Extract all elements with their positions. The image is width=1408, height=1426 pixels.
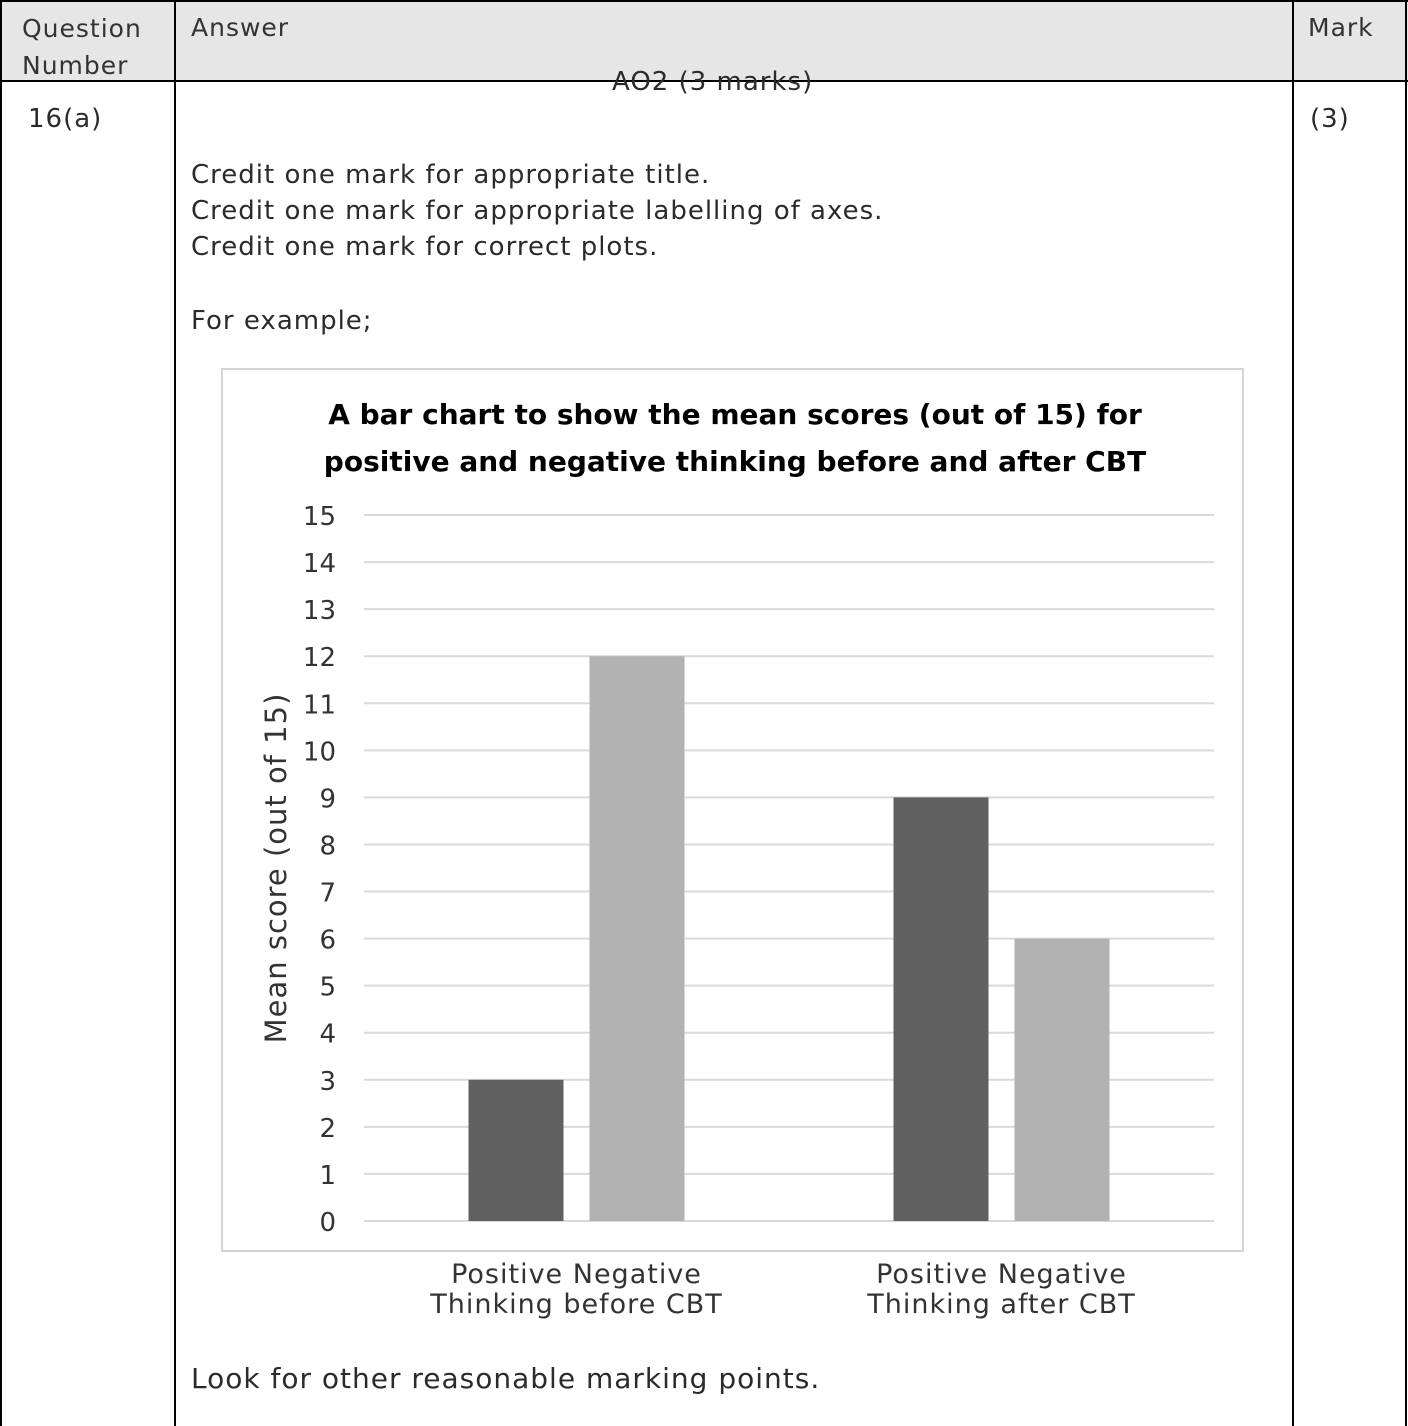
y-tick-label: 4 <box>319 1020 336 1050</box>
table-header-divider <box>0 80 1408 82</box>
mark-value: (3) <box>1310 104 1350 134</box>
footer-note: Look for other reasonable marking points… <box>191 1362 821 1395</box>
example-label: For example; <box>191 306 373 336</box>
x-tick-label: Positive Negative <box>451 1259 702 1290</box>
chart-title-line: A bar chart to show the mean scores (out… <box>328 398 1142 431</box>
column-divider-1 <box>174 0 176 1426</box>
y-tick-label: 2 <box>319 1114 336 1144</box>
y-tick-label: 12 <box>303 643 336 673</box>
y-tick-label: 13 <box>303 596 336 626</box>
y-tick-label: 0 <box>319 1208 336 1238</box>
y-tick-label: 10 <box>303 737 336 767</box>
credit-title: Credit one mark for appropriate title. <box>191 160 711 190</box>
question-number: 16(a) <box>28 104 103 134</box>
header-answer: Answer <box>191 13 290 42</box>
table-top-border <box>0 0 1408 2</box>
y-tick-label: 1 <box>319 1161 336 1191</box>
y-axis-label: Mean score (out of 15) <box>259 693 293 1044</box>
table-header-background <box>0 0 1408 80</box>
header-question-number: Question Number <box>22 14 142 80</box>
y-tick-label: 8 <box>319 831 336 861</box>
table-right-border <box>1405 0 1407 1426</box>
bar <box>1014 938 1110 1221</box>
credit-plots: Credit one mark for correct plots. <box>191 232 659 262</box>
credit-axes: Credit one mark for appropriate labellin… <box>191 196 884 226</box>
y-tick-label: 14 <box>303 549 336 579</box>
y-tick-label: 15 <box>303 502 336 532</box>
y-tick-label: 11 <box>303 690 336 720</box>
bar <box>589 656 685 1221</box>
y-tick-label: 7 <box>319 879 336 909</box>
bar <box>468 1079 564 1221</box>
column-divider-2 <box>1292 0 1294 1426</box>
y-tick-label: 6 <box>319 926 336 956</box>
x-tick-label: Positive Negative <box>876 1259 1127 1290</box>
bar <box>893 797 989 1221</box>
y-tick-label: 9 <box>319 784 336 814</box>
assessment-objective: AO2 (3 marks) <box>612 67 814 97</box>
chart-title-line: positive and negative thinking before an… <box>324 445 1146 478</box>
y-tick-label: 3 <box>319 1067 336 1097</box>
x-tick-label: Thinking before CBT <box>429 1289 723 1320</box>
x-tick-label: Thinking after CBT <box>866 1289 1136 1320</box>
y-tick-label: 5 <box>319 973 336 1003</box>
table-left-border <box>0 0 2 1426</box>
header-mark: Mark <box>1308 13 1374 42</box>
